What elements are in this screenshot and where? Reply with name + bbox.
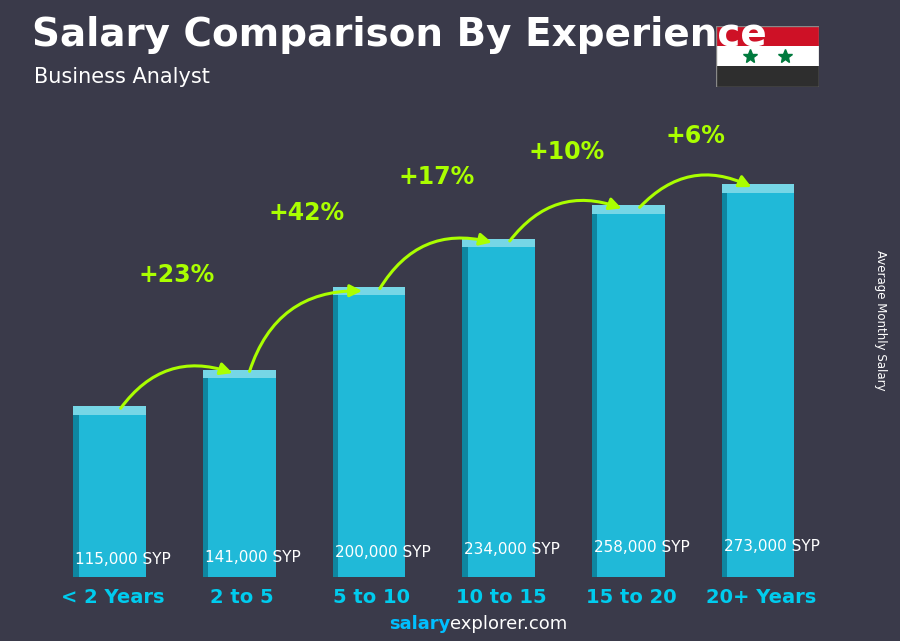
Bar <box>716 66 819 87</box>
Bar <box>716 46 819 66</box>
Text: Average Monthly Salary: Average Monthly Salary <box>874 250 886 391</box>
Text: +42%: +42% <box>269 201 345 225</box>
Bar <box>727 192 795 577</box>
Text: 234,000 SYP: 234,000 SYP <box>464 542 560 557</box>
Bar <box>716 26 819 46</box>
Bar <box>338 296 405 577</box>
Text: 115,000 SYP: 115,000 SYP <box>76 552 171 567</box>
Text: +10%: +10% <box>528 140 604 163</box>
Text: Business Analyst: Business Analyst <box>34 67 210 87</box>
Bar <box>592 213 598 577</box>
Bar <box>202 370 275 378</box>
Bar <box>332 296 338 577</box>
Bar <box>722 192 727 577</box>
Bar <box>463 239 536 247</box>
Bar <box>722 184 795 192</box>
Bar <box>73 415 78 577</box>
Bar <box>78 415 146 577</box>
Text: Salary Comparison By Experience: Salary Comparison By Experience <box>32 16 766 54</box>
Bar <box>208 378 275 577</box>
Bar <box>73 406 146 415</box>
Text: 141,000 SYP: 141,000 SYP <box>205 550 301 565</box>
Bar <box>463 247 468 577</box>
Text: +23%: +23% <box>139 263 215 287</box>
Bar <box>202 378 208 577</box>
Bar <box>332 287 405 296</box>
Text: +6%: +6% <box>666 124 725 148</box>
Text: salary: salary <box>389 615 450 633</box>
Text: 200,000 SYP: 200,000 SYP <box>335 545 430 560</box>
Text: +17%: +17% <box>399 165 474 189</box>
Bar <box>598 213 665 577</box>
Bar <box>468 247 536 577</box>
Text: 273,000 SYP: 273,000 SYP <box>724 538 820 554</box>
Bar <box>592 205 665 213</box>
Text: 258,000 SYP: 258,000 SYP <box>594 540 689 555</box>
Text: explorer.com: explorer.com <box>450 615 567 633</box>
